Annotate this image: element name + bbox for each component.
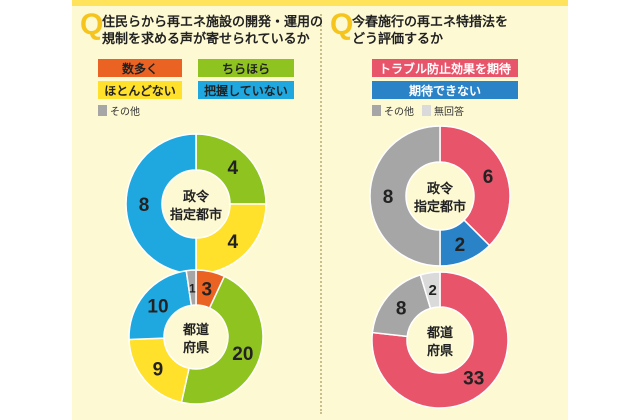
donut-slice bbox=[128, 269, 193, 341]
slice-value-label: 6 bbox=[483, 167, 494, 188]
column-divider bbox=[320, 14, 322, 414]
slice-value-label: 33 bbox=[463, 369, 484, 390]
donut-slice bbox=[185, 269, 197, 307]
donut-slice bbox=[419, 271, 441, 310]
donut-center-label: 政令 bbox=[183, 189, 210, 205]
slice-value-label: 2 bbox=[455, 235, 466, 256]
donut-center-label: 都道 bbox=[182, 322, 209, 338]
left-question-line: 住民らから再エネ施設の開発・運用の bbox=[102, 15, 324, 30]
slice-value-label: 8 bbox=[383, 187, 394, 208]
donut-center-label: 指定都市 bbox=[414, 199, 466, 215]
slice-value-label: 8 bbox=[396, 299, 407, 320]
legend-no-answer-label: 無回答 bbox=[434, 107, 464, 118]
slice-value-label: 4 bbox=[227, 158, 238, 179]
donut-slice bbox=[369, 125, 441, 267]
legend-many: 数多く bbox=[98, 59, 182, 77]
top-accent-bar bbox=[72, 0, 568, 6]
left-question-mark: Q bbox=[80, 8, 104, 41]
legend-other-swatch bbox=[372, 105, 381, 116]
donut-slice bbox=[371, 271, 509, 409]
legend-other-right: その他 bbox=[372, 103, 414, 118]
left-question-text: 住民らから再エネ施設の開発・運用の 規制を求める声が寄せられているか bbox=[102, 14, 324, 48]
right-question-line: どう評価するか bbox=[352, 32, 444, 47]
donut-center-label: 府県 bbox=[427, 343, 453, 359]
donut-center-label: 政令 bbox=[427, 181, 454, 197]
legend-other-left: その他 bbox=[98, 103, 140, 118]
donut-center-label: 都道 bbox=[426, 325, 453, 341]
legend-hardly: ほとんどない bbox=[98, 81, 182, 99]
donut-center-label: 府県 bbox=[183, 340, 209, 356]
slice-value-label: 10 bbox=[147, 296, 168, 317]
donut-slice bbox=[125, 133, 197, 275]
slice-value-label: 4 bbox=[227, 232, 238, 253]
legend-cannot-expect: 期待できない bbox=[372, 81, 518, 99]
slice-value-label: 20 bbox=[232, 344, 253, 365]
legend-some: ちらほら bbox=[198, 59, 294, 77]
legend-other-label: その他 bbox=[110, 107, 140, 118]
right-question-text: 今春施行の再エネ特措法を どう評価するか bbox=[352, 14, 562, 48]
legend-no-answer-swatch bbox=[422, 105, 431, 116]
legend-no-answer: 無回答 bbox=[422, 103, 464, 118]
slice-value-label: 1 bbox=[189, 282, 196, 296]
slice-value-label: 2 bbox=[428, 282, 436, 299]
left-question-line: 規制を求める声が寄せられているか bbox=[102, 32, 310, 47]
donut-center-label: 指定都市 bbox=[170, 207, 222, 223]
legend-expect: トラブル防止効果を期待 bbox=[372, 59, 518, 77]
legend-other-label: その他 bbox=[384, 107, 414, 118]
right-question-mark: Q bbox=[330, 8, 354, 41]
donut-slice bbox=[180, 275, 264, 405]
slice-value-label: 9 bbox=[153, 360, 164, 381]
donut-slice bbox=[195, 133, 267, 205]
slice-value-label: 8 bbox=[139, 195, 150, 216]
slice-value-label: 3 bbox=[201, 280, 212, 301]
legend-unknown: 把握していない bbox=[198, 81, 294, 99]
donut-slice bbox=[439, 125, 511, 247]
legend-other-swatch bbox=[98, 105, 107, 116]
right-question-line: 今春施行の再エネ特措法を bbox=[352, 15, 509, 30]
infographic-panel: Q 住民らから再エネ施設の開発・運用の 規制を求める声が寄せられているか 数多く… bbox=[72, 0, 568, 420]
